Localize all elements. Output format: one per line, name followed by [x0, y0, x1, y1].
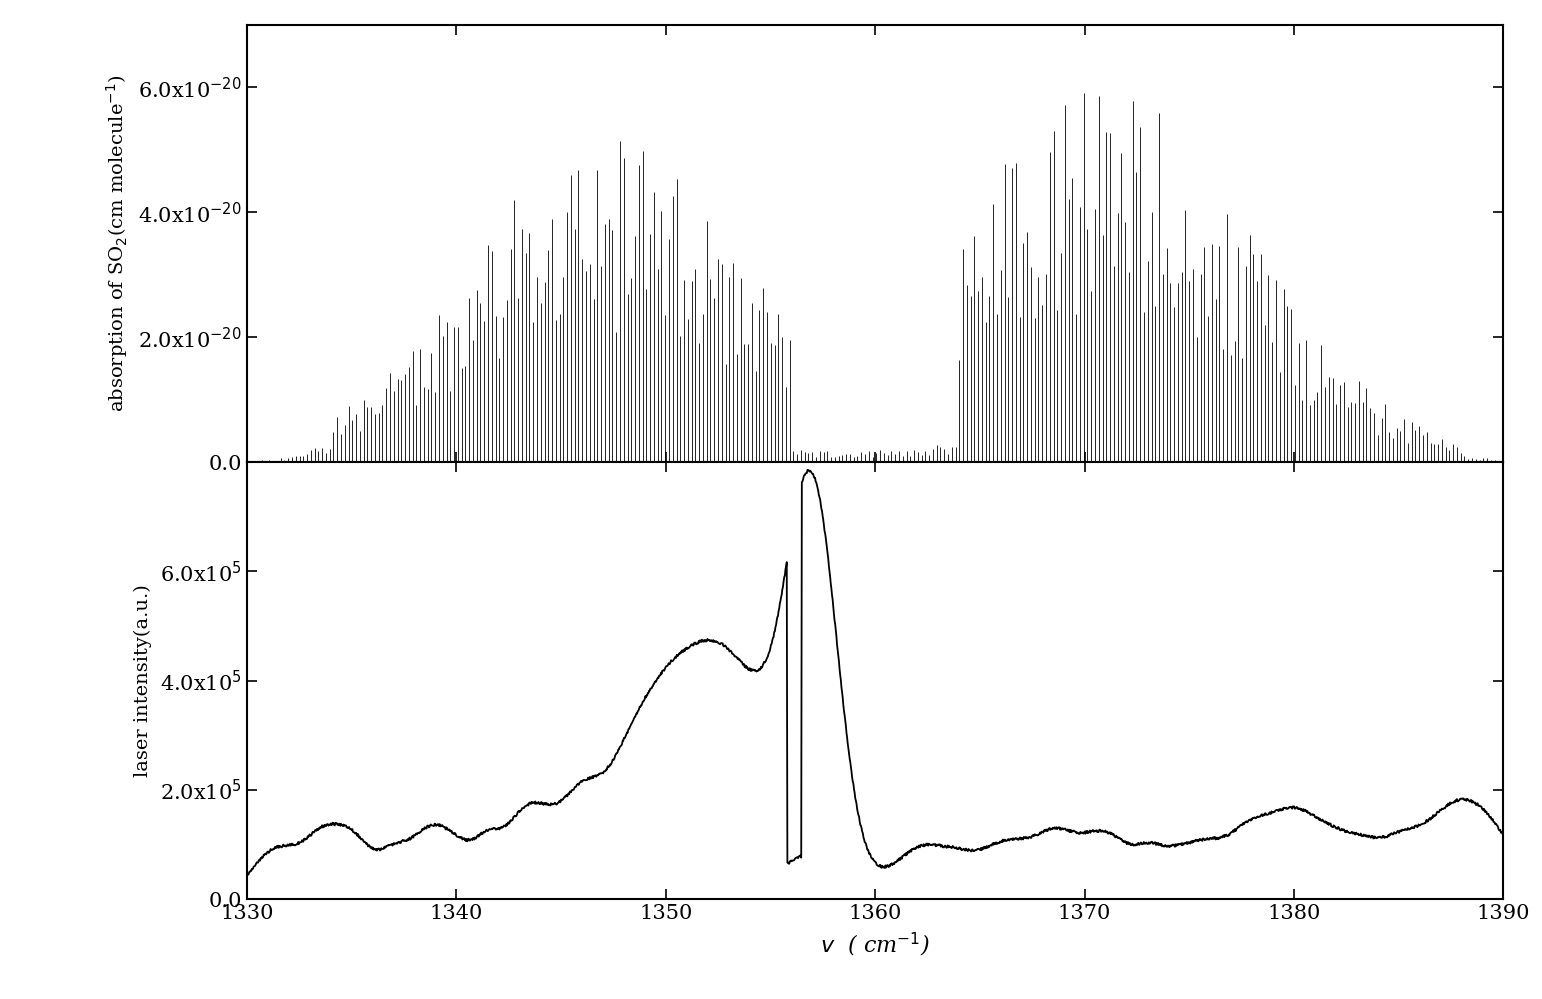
Y-axis label: laser intensity(a.u.): laser intensity(a.u.) [134, 584, 151, 777]
Y-axis label: absorption of SO$_2$(cm molecule$^{-1}$): absorption of SO$_2$(cm molecule$^{-1}$) [103, 75, 130, 413]
X-axis label: $v$  ( cm$^{-1}$): $v$ ( cm$^{-1}$) [820, 931, 930, 959]
